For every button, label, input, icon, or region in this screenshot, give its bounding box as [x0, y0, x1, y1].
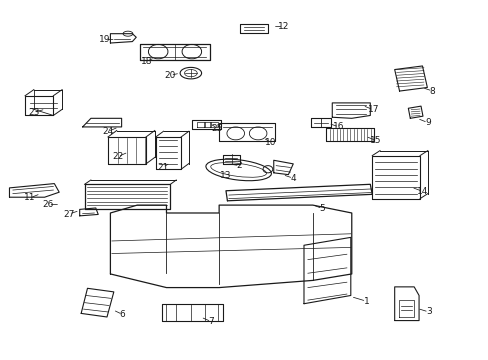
Text: 5: 5 [319, 204, 325, 213]
Text: 20: 20 [164, 71, 176, 80]
Text: 17: 17 [366, 105, 378, 114]
Text: 19: 19 [99, 35, 111, 44]
Text: 15: 15 [369, 136, 381, 145]
Text: 21: 21 [157, 163, 168, 172]
Text: 11: 11 [24, 193, 36, 202]
Text: 14: 14 [416, 187, 428, 196]
Text: 13: 13 [220, 171, 231, 180]
Text: 3: 3 [425, 307, 431, 316]
Text: 2: 2 [236, 161, 242, 170]
Text: 7: 7 [208, 317, 214, 326]
Text: 24: 24 [102, 127, 113, 136]
Text: 27: 27 [63, 210, 75, 219]
Text: 8: 8 [429, 86, 435, 95]
Text: 22: 22 [112, 152, 123, 161]
Text: 25: 25 [211, 123, 223, 132]
Text: 16: 16 [333, 122, 344, 131]
Text: 23: 23 [28, 108, 40, 117]
Text: 18: 18 [141, 57, 152, 66]
Text: 26: 26 [43, 200, 54, 209]
Text: 9: 9 [424, 118, 430, 127]
Text: 4: 4 [290, 174, 295, 183]
Text: 6: 6 [120, 310, 125, 319]
Text: 1: 1 [363, 297, 368, 306]
Text: 12: 12 [277, 22, 288, 31]
Text: 10: 10 [264, 138, 276, 147]
